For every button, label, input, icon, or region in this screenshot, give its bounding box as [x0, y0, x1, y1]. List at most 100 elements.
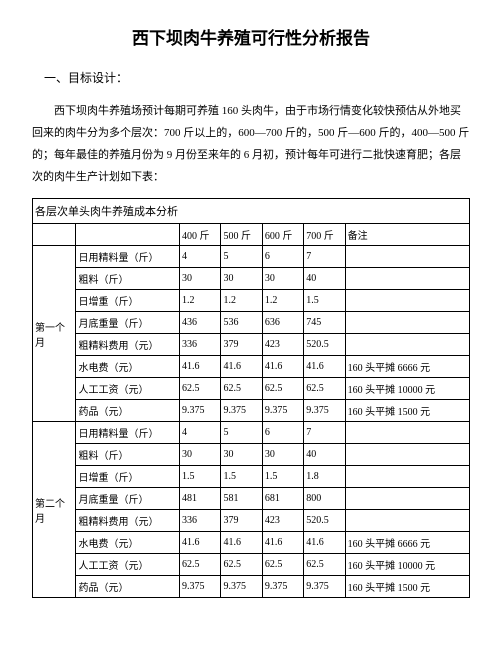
- header-500: 500 斤: [221, 224, 262, 246]
- section-heading: 一、目标设计：: [32, 69, 470, 86]
- header-blank-1: [33, 224, 76, 246]
- value-cell: 30: [180, 444, 221, 466]
- value-cell: 41.6: [262, 532, 303, 554]
- value-cell: 1.2: [180, 290, 221, 312]
- value-cell: 62.5: [262, 554, 303, 576]
- row-label: 日增重（斤）: [76, 466, 180, 488]
- table-row: 日增重（斤）1.51.51.51.8: [33, 466, 470, 488]
- value-cell: 800: [304, 488, 345, 510]
- table-row: 粗料（斤）30303040: [33, 268, 470, 290]
- header-600: 600 斤: [262, 224, 303, 246]
- table-row: 粗料（斤）30303040: [33, 444, 470, 466]
- value-cell: 9.375: [180, 400, 221, 422]
- value-cell: 9.375: [221, 576, 262, 598]
- remark-cell: 160 头平摊 10000 元: [345, 378, 469, 400]
- month-cell: 第一个月: [33, 246, 76, 422]
- value-cell: 62.5: [180, 378, 221, 400]
- value-cell: 41.6: [304, 356, 345, 378]
- value-cell: 4: [180, 246, 221, 268]
- table-row: 日增重（斤）1.21.21.21.5: [33, 290, 470, 312]
- value-cell: 62.5: [221, 378, 262, 400]
- value-cell: 336: [180, 334, 221, 356]
- value-cell: 520.5: [304, 510, 345, 532]
- table-row: 粗精料费用（元）336379423520.5: [33, 334, 470, 356]
- value-cell: 636: [262, 312, 303, 334]
- value-cell: 62.5: [221, 554, 262, 576]
- value-cell: 30: [221, 268, 262, 290]
- row-label: 粗料（斤）: [76, 268, 180, 290]
- value-cell: 30: [221, 444, 262, 466]
- remark-cell: 160 头平摊 6666 元: [345, 356, 469, 378]
- remark-cell: [345, 510, 469, 532]
- value-cell: 536: [221, 312, 262, 334]
- remark-cell: [345, 312, 469, 334]
- remark-cell: [345, 488, 469, 510]
- value-cell: 41.6: [262, 356, 303, 378]
- remark-cell: 160 头平摊 1500 元: [345, 576, 469, 598]
- remark-cell: [345, 444, 469, 466]
- value-cell: 41.6: [221, 356, 262, 378]
- table-row: 水电费（元）41.641.641.641.6160 头平摊 6666 元: [33, 356, 470, 378]
- table-row: 人工工资（元）62.562.562.562.5160 头平摊 10000 元: [33, 554, 470, 576]
- value-cell: 30: [262, 268, 303, 290]
- value-cell: 1.2: [221, 290, 262, 312]
- table-title: 各层次单头肉牛养殖成本分析: [32, 198, 470, 223]
- value-cell: 1.5: [221, 466, 262, 488]
- row-label: 日增重（斤）: [76, 290, 180, 312]
- value-cell: 9.375: [304, 400, 345, 422]
- value-cell: 62.5: [180, 554, 221, 576]
- value-cell: 41.6: [304, 532, 345, 554]
- header-remark: 备注: [345, 224, 469, 246]
- report-title: 西下坝肉牛养殖可行性分析报告: [32, 24, 470, 49]
- table-row: 人工工资（元）62.562.562.562.5160 头平摊 10000 元: [33, 378, 470, 400]
- value-cell: 9.375: [262, 576, 303, 598]
- table-row: 第二个月日用精料量（斤）4567: [33, 422, 470, 444]
- value-cell: 5: [221, 422, 262, 444]
- value-cell: 681: [262, 488, 303, 510]
- value-cell: 423: [262, 510, 303, 532]
- table-row: 药品（元）9.3759.3759.3759.375160 头平摊 1500 元: [33, 576, 470, 598]
- value-cell: 481: [180, 488, 221, 510]
- table-row: 月底重量（斤）481581681800: [33, 488, 470, 510]
- value-cell: 1.2: [262, 290, 303, 312]
- value-cell: 379: [221, 334, 262, 356]
- header-400: 400 斤: [180, 224, 221, 246]
- value-cell: 41.6: [180, 532, 221, 554]
- value-cell: 4: [180, 422, 221, 444]
- value-cell: 336: [180, 510, 221, 532]
- row-label: 粗料（斤）: [76, 444, 180, 466]
- value-cell: 30: [180, 268, 221, 290]
- remark-cell: [345, 290, 469, 312]
- remark-cell: 160 头平摊 1500 元: [345, 400, 469, 422]
- value-cell: 1.5: [262, 466, 303, 488]
- remark-cell: 160 头平摊 6666 元: [345, 532, 469, 554]
- row-label: 药品（元）: [76, 400, 180, 422]
- month-cell: 第二个月: [33, 422, 76, 598]
- row-label: 水电费（元）: [76, 356, 180, 378]
- value-cell: 520.5: [304, 334, 345, 356]
- value-cell: 9.375: [262, 400, 303, 422]
- value-cell: 379: [221, 510, 262, 532]
- remark-cell: 160 头平摊 10000 元: [345, 554, 469, 576]
- table-row: 粗精料费用（元）336379423520.5: [33, 510, 470, 532]
- value-cell: 62.5: [262, 378, 303, 400]
- value-cell: 423: [262, 334, 303, 356]
- row-label: 粗精料费用（元）: [76, 510, 180, 532]
- table-row: 月底重量（斤）436536636745: [33, 312, 470, 334]
- value-cell: 5: [221, 246, 262, 268]
- value-cell: 6: [262, 246, 303, 268]
- value-cell: 7: [304, 422, 345, 444]
- table-row: 药品（元）9.3759.3759.3759.375160 头平摊 1500 元: [33, 400, 470, 422]
- remark-cell: [345, 466, 469, 488]
- value-cell: 6: [262, 422, 303, 444]
- value-cell: 1.5: [304, 290, 345, 312]
- remark-cell: [345, 422, 469, 444]
- value-cell: 40: [304, 268, 345, 290]
- value-cell: 9.375: [180, 576, 221, 598]
- row-label: 药品（元）: [76, 576, 180, 598]
- value-cell: 745: [304, 312, 345, 334]
- cost-table: 400 斤 500 斤 600 斤 700 斤 备注 第一个月日用精料量（斤）4…: [32, 223, 470, 598]
- header-blank-2: [76, 224, 180, 246]
- row-label: 日用精料量（斤）: [76, 422, 180, 444]
- value-cell: 1.5: [180, 466, 221, 488]
